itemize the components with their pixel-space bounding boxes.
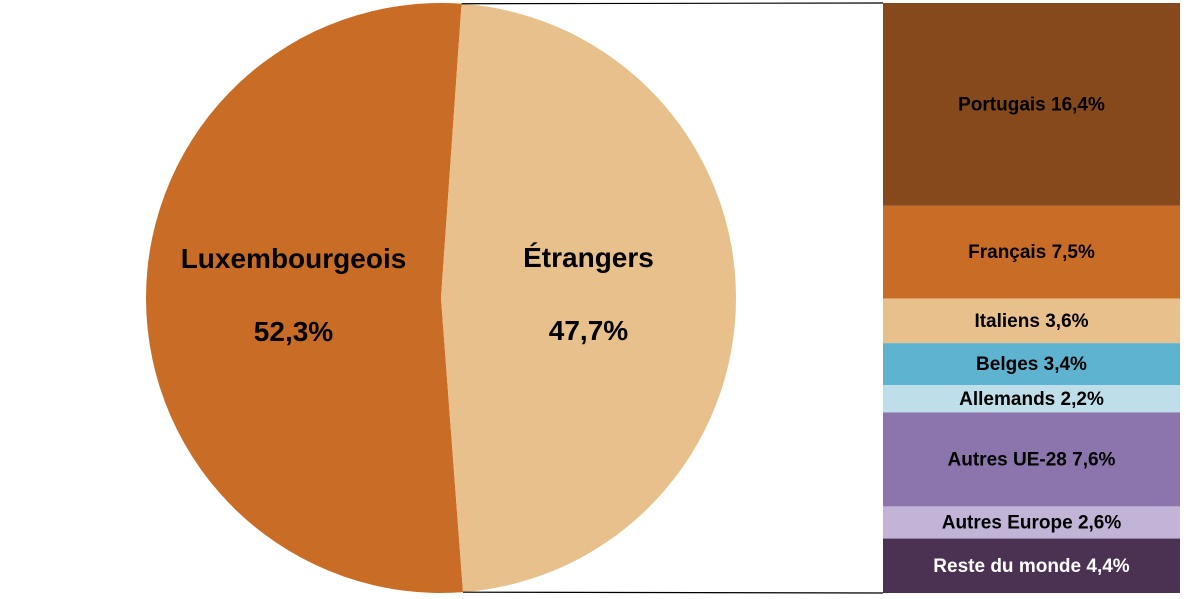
segment-name: Italiens [974, 311, 1039, 332]
slice-value: 47,7% [549, 315, 628, 346]
bar-segment [883, 385, 1180, 413]
segment-value: 7,6% [1072, 449, 1115, 470]
segment-value: 7,5% [1052, 242, 1095, 263]
segment-value: 3,6% [1045, 311, 1088, 332]
bar-segment [883, 343, 1180, 386]
connector [463, 591, 884, 594]
bar-label: Autres UE-28 7,6% [948, 449, 1116, 470]
bar-label: Allemands 2,2% [959, 389, 1104, 410]
segment-name: Reste du monde [933, 556, 1081, 577]
segment-name: Autres UE-28 [948, 449, 1067, 470]
connector [461, 2, 884, 5]
segment-name: Allemands [959, 389, 1055, 410]
bar-segment [883, 298, 1180, 344]
segment-name: Autres Europe [942, 513, 1073, 534]
bar-segment [883, 412, 1180, 507]
bar-label: Reste du monde 4,4% [933, 556, 1130, 577]
segment-value: 4,4% [1086, 556, 1129, 577]
segment-name: Français [968, 242, 1046, 263]
segment-name: Belges [976, 354, 1038, 375]
segment-value: 16,4% [1051, 94, 1105, 115]
pie-slice [441, 3, 736, 593]
slice-name: Étrangers [523, 242, 654, 273]
bar-label: Portugais 16,4% [958, 94, 1105, 115]
bar-label: Belges 3,4% [976, 354, 1087, 375]
bar-segment [883, 506, 1180, 539]
pie-slice [146, 3, 464, 594]
segment-value: 2,2% [1061, 389, 1104, 410]
bar-label: Italiens 3,6% [974, 311, 1088, 332]
slice-name: Luxembourgeois [181, 243, 407, 274]
bar-segment [883, 205, 1180, 299]
bar-label: Français 7,5% [968, 242, 1095, 263]
bar-segment [883, 538, 1180, 593]
bar-label: Autres Europe 2,6% [942, 513, 1122, 534]
bar-segment [883, 3, 1180, 206]
slice-value: 52,3% [254, 316, 333, 347]
segment-value: 2,6% [1078, 513, 1121, 534]
segment-name: Portugais [958, 94, 1046, 115]
segment-value: 3,4% [1044, 354, 1087, 375]
